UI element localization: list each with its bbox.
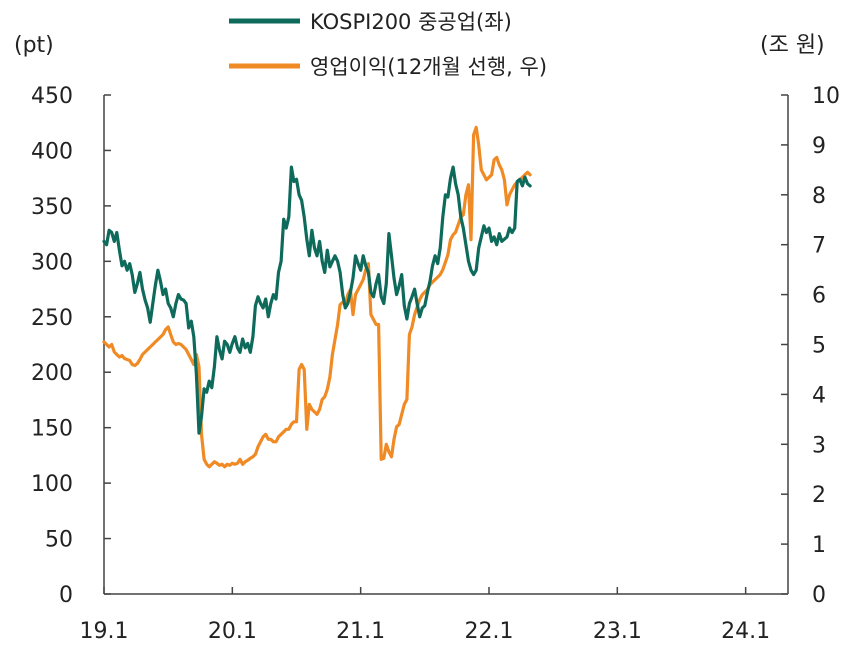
x-tick-label: 20.1 [208,619,257,644]
right-tick-label: 4 [812,383,826,408]
right-tick-label: 5 [812,334,826,359]
right-tick-label: 0 [812,583,826,608]
right-tick-label: 2 [812,483,826,508]
left-tick-label: 0 [59,583,73,608]
right-tick-label: 10 [812,84,840,109]
left-tick-label: 150 [31,417,73,442]
x-tick-label: 19.1 [80,619,129,644]
left-axis-unit: (pt) [14,33,54,58]
left-tick-label: 250 [31,306,73,331]
right-tick-label: 9 [812,134,826,159]
series-line-kospi200 [102,165,532,435]
left-tick-label: 50 [45,528,73,553]
x-tick-label: 22.1 [464,619,513,644]
left-tick-label: 200 [31,361,73,386]
right-tick-label: 8 [812,184,826,209]
axes: 0 50 100 150 200 250 300 350 400 450 0 1 2 3 4 5 6 7 8 9 10 1… [31,84,840,644]
right-tick-label: 3 [812,433,826,458]
right-tick-label: 1 [812,533,826,558]
legend-label-operating-profit: 영업이익(12개월 선행, 우) [310,55,547,79]
x-tick-label: 21.1 [336,619,385,644]
right-axis-unit: (조 원) [760,33,825,58]
left-tick-label: 100 [31,472,73,497]
x-tick-label: 23.1 [593,619,642,644]
left-tick-label: 300 [31,250,73,275]
series-layer [102,125,532,469]
left-tick-label: 350 [31,195,73,220]
series-line-operating-profit [102,125,532,469]
right-tick-label: 6 [812,284,826,309]
legend-label-kospi200: KOSPI200 중공업(좌) [310,10,512,34]
legend: KOSPI200 중공업(좌) 영업이익(12개월 선행, 우) [229,10,547,79]
x-tick-label: 24.1 [721,619,770,644]
left-tick-label: 450 [31,84,73,109]
right-tick-label: 7 [812,234,826,259]
left-tick-label: 400 [31,139,73,164]
